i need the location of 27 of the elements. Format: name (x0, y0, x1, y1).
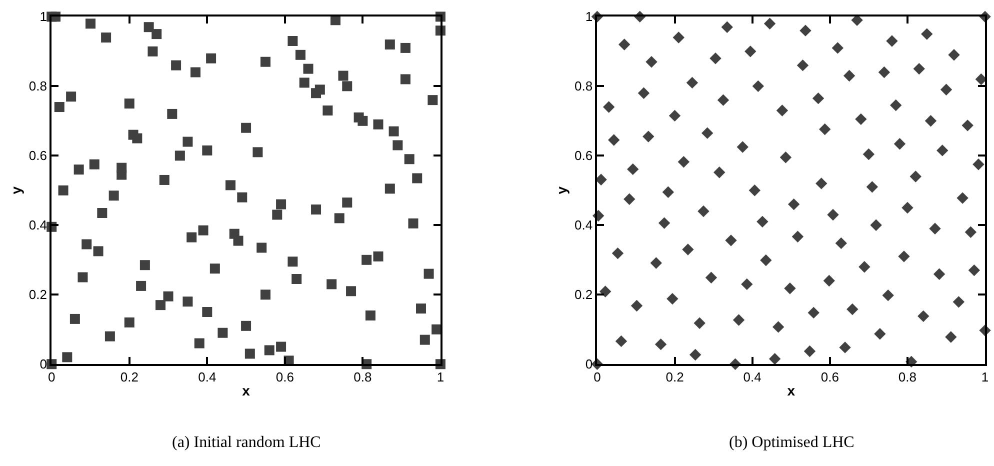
x-tick-label: 0.2 (120, 370, 138, 385)
x-tick-label: 0.8 (354, 370, 372, 385)
x-tick-label: 0.2 (666, 370, 684, 385)
y-tick-label: 0.4 (574, 218, 593, 233)
y-tick-label: 0.2 (28, 287, 48, 302)
x-axis-title: x (787, 382, 796, 399)
x-tick-label: 1 (436, 370, 444, 385)
x-tick-label: 0.6 (276, 370, 294, 385)
x-tick-label: 0.4 (743, 370, 762, 385)
y-tick-label: 1 (585, 9, 593, 24)
x-tick-label: 0.6 (820, 370, 839, 385)
y-tick-label: 0 (40, 356, 48, 372)
y-axis-title: y (8, 186, 24, 194)
x-tick-label: 0.8 (898, 370, 917, 385)
y-tick-label: 1 (40, 9, 48, 24)
x-tick-label: 1 (981, 370, 989, 385)
y-axis-title: y (554, 186, 570, 194)
text: (a) Initial random LHC (172, 434, 321, 451)
y-tick-label: 0 (585, 356, 593, 372)
x-axis-title: x (242, 382, 250, 399)
y-tick-label: 0.8 (574, 78, 593, 94)
y-tick-label: 0.2 (574, 287, 593, 302)
x-tick-label: 0.4 (198, 370, 216, 385)
text: (b) Optimised LHC (729, 434, 854, 451)
y-tick-label: 0.6 (574, 148, 593, 164)
y-tick-label: 0.8 (28, 78, 48, 94)
y-tick-label: 0.6 (28, 148, 48, 164)
